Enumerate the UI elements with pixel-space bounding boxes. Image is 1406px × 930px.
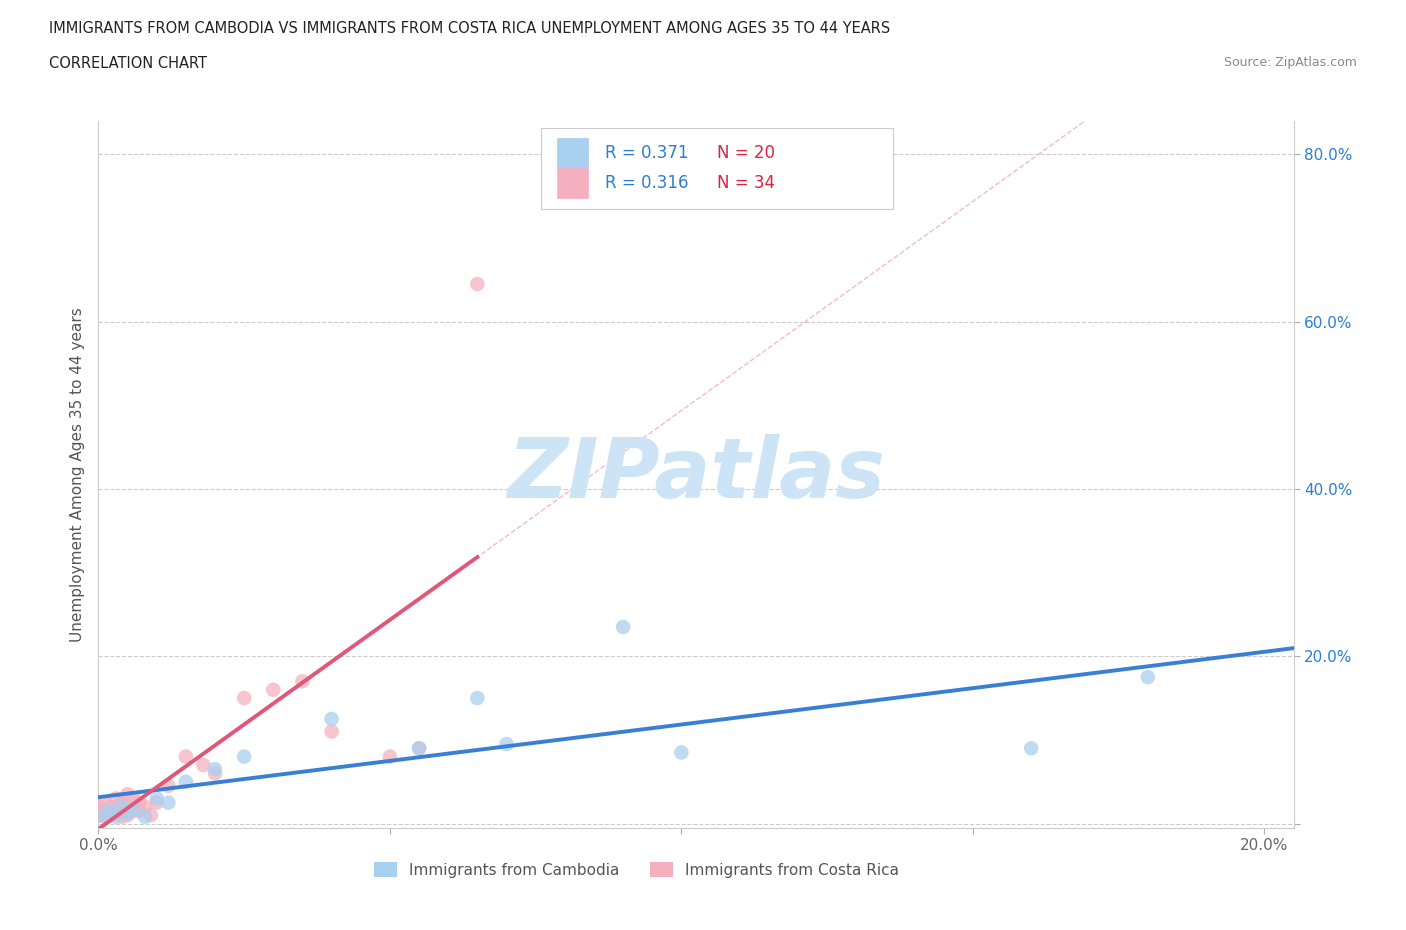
Point <box>128 804 150 818</box>
Point <box>495 737 517 751</box>
Point <box>408 741 430 756</box>
Point <box>93 808 115 823</box>
Point <box>117 787 139 802</box>
Point <box>104 806 127 821</box>
Point <box>87 808 110 823</box>
Point <box>467 691 489 706</box>
Point <box>291 674 314 689</box>
Text: IMMIGRANTS FROM CAMBODIA VS IMMIGRANTS FROM COSTA RICA UNEMPLOYMENT AMONG AGES 3: IMMIGRANTS FROM CAMBODIA VS IMMIGRANTS F… <box>49 21 890 36</box>
Point <box>157 778 180 793</box>
Point <box>262 683 284 698</box>
Point <box>671 745 693 760</box>
Point <box>1136 670 1159 684</box>
Point <box>122 804 145 818</box>
Point <box>1019 741 1042 756</box>
Text: R = 0.371: R = 0.371 <box>605 144 689 162</box>
Point <box>145 791 167 806</box>
Point <box>117 808 139 823</box>
Text: CORRELATION CHART: CORRELATION CHART <box>49 56 207 71</box>
Point <box>157 795 180 810</box>
Point <box>378 750 401 764</box>
Point <box>193 758 215 773</box>
Point <box>204 766 226 781</box>
Point <box>408 741 430 756</box>
FancyBboxPatch shape <box>541 128 893 209</box>
Point <box>104 791 127 806</box>
Point <box>233 691 256 706</box>
Point <box>134 800 156 815</box>
Point <box>111 800 134 815</box>
Point <box>174 750 197 764</box>
Point <box>104 801 127 816</box>
Point <box>122 791 145 806</box>
Point <box>87 800 110 815</box>
Point <box>93 804 115 818</box>
Point <box>204 762 226 777</box>
Text: N = 34: N = 34 <box>717 174 776 193</box>
Legend: Immigrants from Cambodia, Immigrants from Costa Rica: Immigrants from Cambodia, Immigrants fro… <box>367 856 905 884</box>
Point <box>128 795 150 810</box>
Text: ZIPatlas: ZIPatlas <box>508 433 884 515</box>
Y-axis label: Unemployment Among Ages 35 to 44 years: Unemployment Among Ages 35 to 44 years <box>69 307 84 642</box>
Point <box>111 804 134 818</box>
Point <box>612 619 634 634</box>
Text: R = 0.316: R = 0.316 <box>605 174 689 193</box>
Point <box>93 809 115 824</box>
Point <box>233 750 256 764</box>
Point <box>98 808 121 823</box>
FancyBboxPatch shape <box>557 168 589 198</box>
Point <box>174 775 197 790</box>
Point <box>93 795 115 810</box>
Point <box>117 800 139 815</box>
Point <box>467 276 489 291</box>
Point <box>98 804 121 818</box>
Point <box>134 809 156 824</box>
Point <box>122 801 145 816</box>
Point <box>321 711 343 726</box>
Point <box>111 795 134 810</box>
FancyBboxPatch shape <box>557 138 589 167</box>
Point <box>117 806 139 821</box>
Point <box>111 809 134 824</box>
Point <box>139 808 162 823</box>
Point <box>321 724 343 739</box>
Text: Source: ZipAtlas.com: Source: ZipAtlas.com <box>1223 56 1357 69</box>
Text: N = 20: N = 20 <box>717 144 776 162</box>
Point <box>145 795 167 810</box>
Point <box>98 800 121 815</box>
Point <box>104 809 127 824</box>
